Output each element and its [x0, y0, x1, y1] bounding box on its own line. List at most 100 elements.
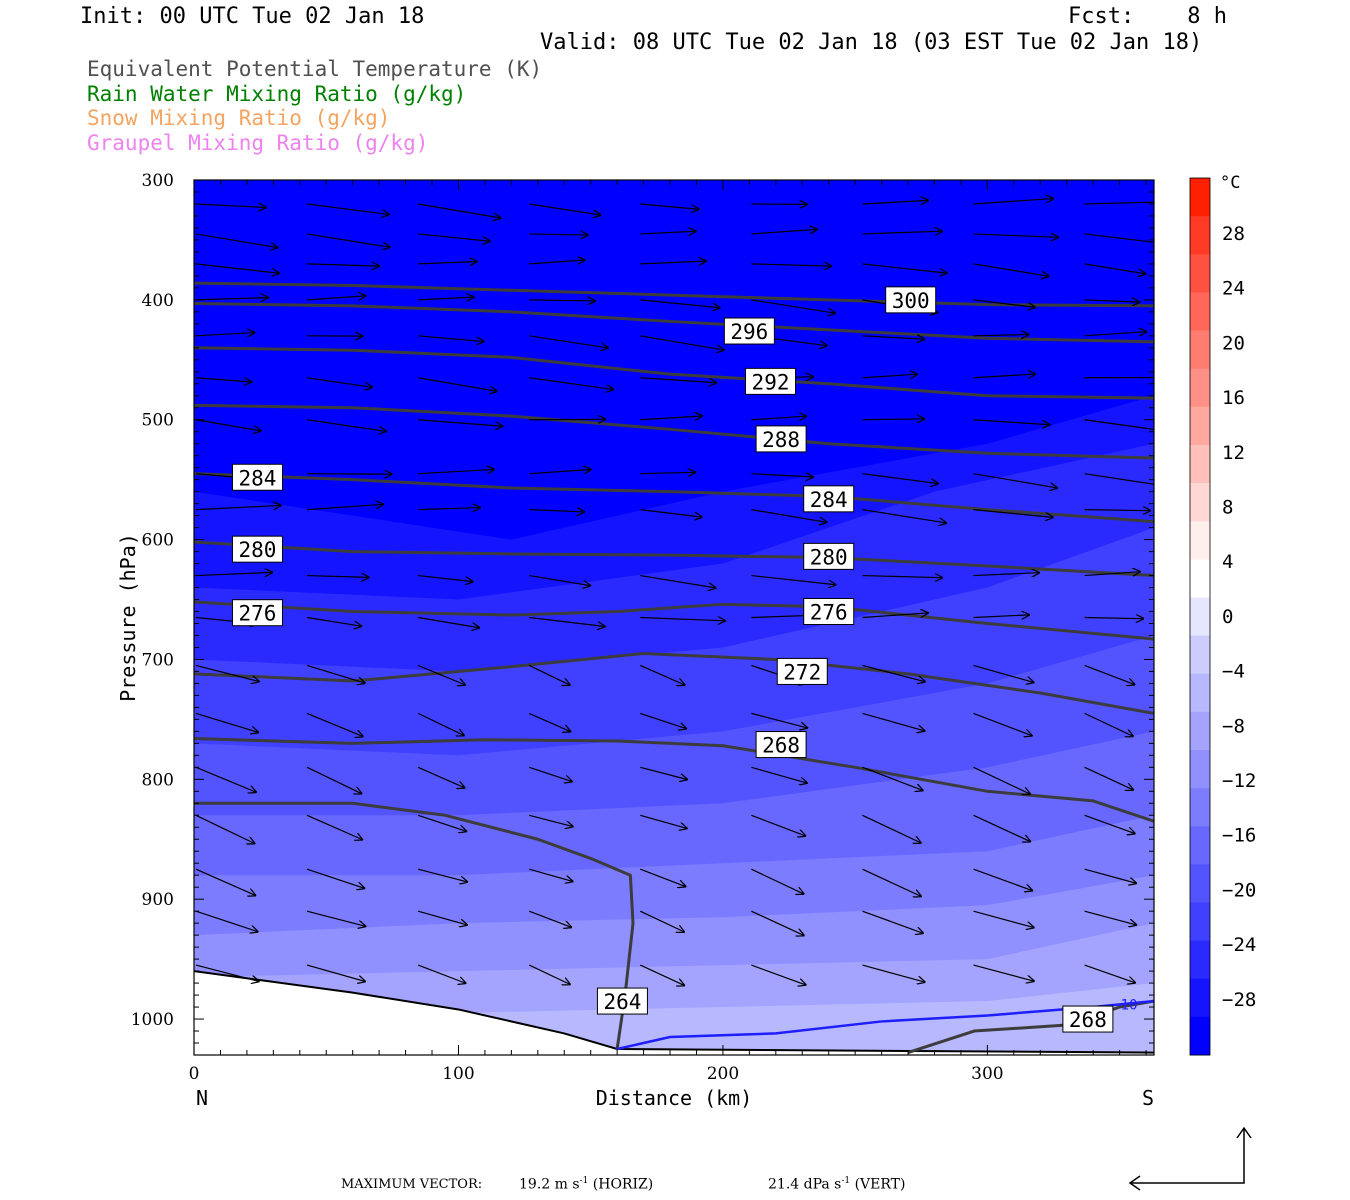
y-tick-label: 1000	[131, 1010, 174, 1030]
wind-vector	[751, 814, 805, 836]
colorbar-label: −28	[1222, 989, 1256, 1011]
wind-vector	[973, 299, 1035, 307]
colorbar-label: 16	[1222, 387, 1245, 409]
wind-vector	[751, 574, 835, 585]
legend-graupel: Graupel Mixing Ratio (g/kg)	[87, 131, 429, 155]
wind-vector	[195, 910, 258, 932]
contour-label-box	[803, 485, 855, 513]
terrain	[194, 971, 1154, 1055]
wind-vector	[862, 613, 928, 619]
wind-vector	[862, 200, 928, 204]
max-vector-vert: 21.4 dPa s-1 (VERT)	[768, 1176, 905, 1193]
wind-vector	[195, 333, 255, 336]
wind-vector	[306, 814, 362, 839]
theta-e-contour	[194, 801, 635, 1050]
wind-vector	[1084, 419, 1154, 431]
wind-vector	[1084, 332, 1147, 337]
wind-vector	[973, 712, 1032, 735]
wind-vector	[862, 712, 924, 731]
colorbar-swatch	[1190, 559, 1210, 598]
wind-vector	[640, 203, 698, 209]
wind-vector	[862, 509, 946, 523]
contour-label: 292	[752, 370, 790, 394]
wind-vector	[195, 712, 258, 732]
wind-vector	[973, 964, 1034, 981]
wind-vector	[640, 416, 702, 420]
wind-vector	[417, 814, 466, 831]
valid-time: Valid: 08 UTC Tue 02 Jan 18 (03 EST Tue …	[540, 30, 1203, 55]
legend-snow: Snow Mixing Ratio (g/kg)	[87, 106, 391, 130]
wind-vector	[307, 576, 369, 578]
colorbar-label: 4	[1222, 551, 1233, 573]
colorbar-swatch	[1190, 368, 1210, 408]
wind-vector	[418, 616, 479, 628]
y-tick-label: 300	[142, 171, 174, 191]
wind-vector	[862, 910, 923, 933]
wind-vector	[640, 377, 716, 383]
wind-vector	[862, 263, 946, 273]
wind-vector	[418, 574, 473, 582]
contour-label-box	[231, 599, 283, 627]
contour-label: 272	[783, 660, 821, 684]
wind-vector	[195, 377, 251, 382]
colorbar-swatch	[1190, 406, 1210, 446]
wind-vector	[306, 868, 364, 888]
wind-vector	[306, 616, 361, 627]
wind-vector	[417, 910, 467, 925]
wind-vector	[973, 766, 1031, 794]
theta-e-contour	[194, 403, 1154, 460]
wind-vector	[640, 261, 706, 264]
colorbar-swatch	[1190, 902, 1210, 942]
colorbar-swatch	[1190, 788, 1210, 827]
wind-vector	[973, 615, 1030, 618]
contour-label: 280	[239, 538, 277, 562]
wind-vector	[862, 374, 917, 378]
contour-label: 284	[239, 466, 277, 490]
wind-vector	[529, 469, 591, 475]
colorbar-swatch	[1190, 254, 1210, 293]
wind-vector	[418, 262, 477, 264]
contour-label-box	[596, 987, 648, 1015]
y-tick-label: 800	[142, 770, 174, 790]
theta-e-contour	[194, 346, 1154, 400]
contour-label-box	[803, 598, 855, 626]
wind-vector	[1084, 263, 1146, 274]
wind-vector	[973, 334, 1029, 335]
legend-rain-water: Rain Water Mixing Ratio (g/kg)	[87, 82, 467, 106]
contour-label: 268	[762, 734, 800, 758]
wind-vector	[417, 964, 465, 983]
colorbar-swatch	[1190, 483, 1210, 522]
colorbar-label: 28	[1222, 223, 1245, 245]
y-tick-label: 500	[142, 411, 174, 431]
wind-vector	[862, 766, 922, 790]
y-tick-label: 600	[142, 531, 174, 551]
y-axis-title: Pressure (hPa)	[116, 533, 140, 702]
wind-vector	[751, 766, 807, 783]
wind-vector	[306, 664, 365, 683]
colorbar-label: −24	[1222, 934, 1256, 956]
wind-vector	[1084, 300, 1140, 302]
wind-vector	[1084, 712, 1133, 736]
wind-vector	[418, 297, 474, 300]
wind-vector	[973, 263, 1049, 276]
wind-vector	[973, 573, 1040, 576]
legend-theta-e: Equivalent Potential Temperature (K)	[87, 57, 543, 81]
wind-vector	[862, 336, 924, 339]
wind-vector	[751, 299, 835, 313]
wind-vector	[528, 964, 570, 984]
contour-label-box	[755, 731, 807, 759]
wind-vector	[751, 229, 817, 235]
wind-vector	[640, 618, 725, 621]
wind-vector	[1084, 201, 1154, 205]
contour-label: 264	[603, 990, 641, 1014]
north-label: N	[196, 1086, 208, 1110]
wind-vector	[529, 335, 608, 348]
wind-vector	[195, 572, 272, 575]
contour-label: 268	[1069, 1008, 1107, 1032]
plot-frame	[193, 179, 1155, 1056]
colorbar-swatch	[1190, 864, 1210, 903]
contour-label-box	[803, 542, 855, 570]
wind-vector	[640, 299, 719, 308]
horiz-exponent: -1	[579, 1176, 589, 1186]
wind-vector	[307, 264, 379, 266]
